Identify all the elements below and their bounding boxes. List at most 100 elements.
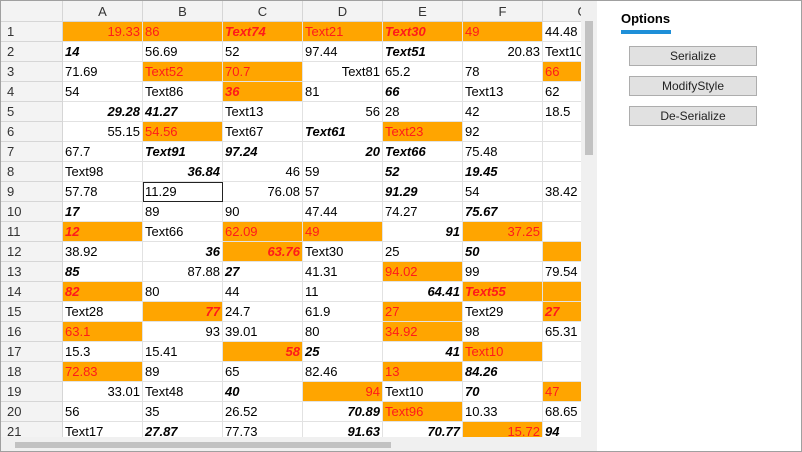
column-header[interactable]: A [63, 1, 143, 22]
button[interactable]: Serialize [629, 46, 757, 66]
row-header[interactable]: 17 [1, 342, 63, 362]
cell[interactable]: 91 [383, 222, 463, 242]
cell[interactable]: Text86 [143, 82, 223, 102]
cell[interactable]: 70.77 [383, 422, 463, 437]
row-header[interactable]: 21 [1, 422, 63, 437]
cell[interactable]: 71.69 [63, 62, 143, 82]
cell[interactable]: 65.2 [383, 62, 463, 82]
cell[interactable]: Text28 [63, 302, 143, 322]
cell[interactable] [543, 142, 581, 162]
cell[interactable]: 13 [383, 362, 463, 382]
cell[interactable]: 12 [63, 222, 143, 242]
row-header[interactable]: 9 [1, 182, 63, 202]
cell[interactable]: 81 [303, 82, 383, 102]
row-header[interactable]: 1 [1, 22, 63, 42]
cell[interactable]: 58 [223, 342, 303, 362]
cell[interactable]: 52 [383, 162, 463, 182]
cell[interactable]: 15.41 [143, 342, 223, 362]
cell[interactable]: 18.5 [543, 102, 581, 122]
row-header[interactable]: 7 [1, 142, 63, 162]
cell[interactable] [543, 202, 581, 222]
cell[interactable]: 19.33 [63, 22, 143, 42]
cell[interactable]: 56 [63, 402, 143, 422]
row-header[interactable]: 13 [1, 262, 63, 282]
column-header[interactable]: G [543, 1, 581, 22]
cell[interactable]: 62 [543, 82, 581, 102]
scroll-thumb[interactable] [585, 21, 593, 155]
cell[interactable]: 36 [143, 242, 223, 262]
cell[interactable]: 49 [303, 222, 383, 242]
cell[interactable] [543, 362, 581, 382]
row-header[interactable]: 4 [1, 82, 63, 102]
cell[interactable]: 47.44 [303, 202, 383, 222]
cell[interactable]: 77.73 [223, 422, 303, 437]
cell[interactable]: 75.48 [463, 142, 543, 162]
cell[interactable]: Text66 [143, 222, 223, 242]
cell[interactable]: 93 [143, 322, 223, 342]
cell[interactable]: 65 [223, 362, 303, 382]
cell[interactable]: 37.25 [463, 222, 543, 242]
cell[interactable]: 98 [463, 322, 543, 342]
row-header[interactable]: 18 [1, 362, 63, 382]
row-header[interactable]: 3 [1, 62, 63, 82]
cell[interactable]: 84.26 [463, 362, 543, 382]
cell[interactable]: 38.92 [63, 242, 143, 262]
cell[interactable]: 26.52 [223, 402, 303, 422]
cell[interactable]: 79.54 [543, 262, 581, 282]
cell[interactable]: 11.29 [143, 182, 223, 202]
cell[interactable]: 15.3 [63, 342, 143, 362]
cell[interactable]: Text23 [383, 122, 463, 142]
cell[interactable]: 62.09 [223, 222, 303, 242]
cell[interactable]: 36 [223, 82, 303, 102]
row-header[interactable]: 12 [1, 242, 63, 262]
cell[interactable]: 57.78 [63, 182, 143, 202]
column-header[interactable]: B [143, 1, 223, 22]
cell[interactable]: 87.88 [143, 262, 223, 282]
cell[interactable] [543, 162, 581, 182]
cell[interactable] [543, 242, 581, 262]
cell[interactable]: Text10 [463, 342, 543, 362]
cell[interactable]: 33.01 [63, 382, 143, 402]
cell[interactable]: 38.42 [543, 182, 581, 202]
cell[interactable]: 99 [463, 262, 543, 282]
row-header[interactable]: 5 [1, 102, 63, 122]
cell[interactable]: 56.69 [143, 42, 223, 62]
cell[interactable]: 61.9 [303, 302, 383, 322]
cell[interactable]: 27.87 [143, 422, 223, 437]
cell[interactable]: Text55 [463, 282, 543, 302]
cell[interactable]: 44 [223, 282, 303, 302]
cell[interactable]: 46 [223, 162, 303, 182]
cell[interactable]: Text10 [383, 382, 463, 402]
cell[interactable]: 29.28 [63, 102, 143, 122]
column-header[interactable]: F [463, 1, 543, 22]
cell[interactable]: 36.84 [143, 162, 223, 182]
cell[interactable]: 41.27 [143, 102, 223, 122]
button[interactable]: De-Serialize [629, 106, 757, 126]
row-header[interactable]: 6 [1, 122, 63, 142]
cell[interactable]: 14 [63, 42, 143, 62]
cell[interactable]: 75.67 [463, 202, 543, 222]
cell[interactable] [543, 342, 581, 362]
cell[interactable]: Text48 [143, 382, 223, 402]
row-header[interactable]: 16 [1, 322, 63, 342]
cell[interactable]: 47 [543, 382, 581, 402]
cell[interactable] [543, 122, 581, 142]
cell[interactable]: Text98 [63, 162, 143, 182]
row-header[interactable]: 11 [1, 222, 63, 242]
cell[interactable]: 85 [63, 262, 143, 282]
cell[interactable]: Text67 [223, 122, 303, 142]
cell[interactable]: 42 [463, 102, 543, 122]
cell[interactable]: 70 [463, 382, 543, 402]
cell[interactable]: Text30 [383, 22, 463, 42]
cell[interactable]: 15.72 [463, 422, 543, 437]
row-header[interactable]: 2 [1, 42, 63, 62]
cell[interactable]: Text74 [223, 22, 303, 42]
cell[interactable]: 91.63 [303, 422, 383, 437]
cell[interactable]: 80 [143, 282, 223, 302]
cell[interactable] [543, 222, 581, 242]
row-header[interactable]: 19 [1, 382, 63, 402]
cell[interactable]: 82 [63, 282, 143, 302]
cell[interactable]: 70.7 [223, 62, 303, 82]
row-header[interactable]: 20 [1, 402, 63, 422]
cell[interactable]: 41 [383, 342, 463, 362]
